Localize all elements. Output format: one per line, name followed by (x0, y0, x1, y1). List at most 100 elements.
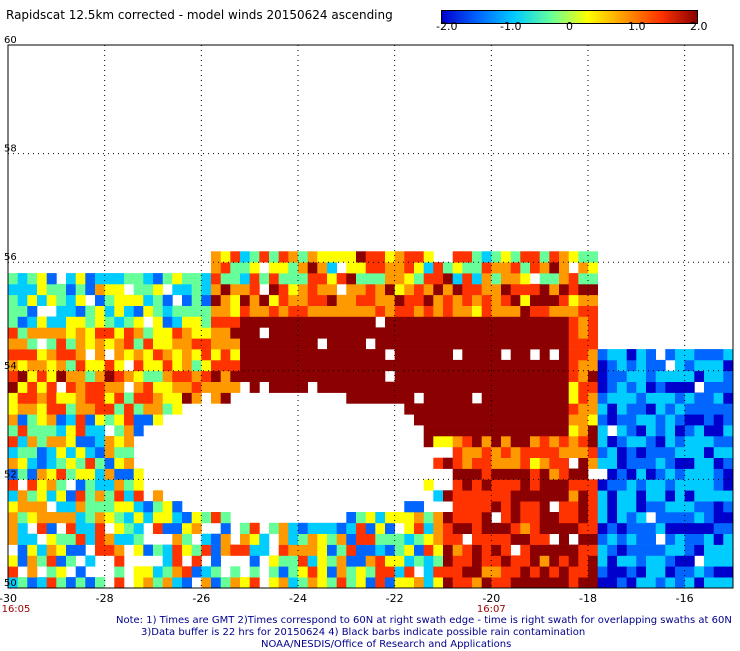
heatmap-cell (37, 479, 47, 491)
heatmap-cell (491, 501, 502, 513)
heatmap-cell (104, 479, 115, 491)
heatmap-cell (17, 327, 28, 339)
heatmap-cell (723, 349, 734, 361)
heatmap-cell (211, 262, 221, 274)
heatmap-cell (288, 294, 299, 306)
heatmap-cell (162, 327, 173, 339)
heatmap-cell (8, 566, 18, 578)
heatmap-cell (298, 566, 308, 578)
heatmap-cell (414, 533, 424, 545)
heatmap-cell (713, 512, 724, 524)
heatmap-cell (472, 305, 482, 317)
heatmap-cell (723, 566, 734, 578)
heatmap-cell (385, 533, 395, 545)
heatmap-cell (95, 381, 105, 393)
heatmap-cell (501, 251, 511, 263)
heatmap-cell (317, 262, 328, 274)
heatmap-cell (114, 359, 125, 372)
heatmap-cell (133, 490, 144, 502)
heatmap-cell (278, 294, 289, 306)
heatmap-cell (607, 414, 618, 426)
heatmap-cell (665, 457, 676, 469)
heatmap-cell (423, 425, 434, 437)
heatmap-cell (346, 327, 357, 339)
heatmap-cell (220, 544, 231, 556)
heatmap-cell (143, 273, 154, 285)
heatmap-cell (617, 522, 627, 534)
heatmap-cell (684, 349, 695, 361)
heatmap-cell (124, 349, 134, 361)
colorbar-tick-label: 1.0 (628, 20, 646, 33)
heatmap-cell (17, 381, 28, 393)
heatmap-cell (172, 359, 183, 372)
heatmap-cell (191, 544, 202, 556)
heatmap-cell (684, 468, 695, 480)
heatmap-cell (626, 370, 637, 382)
heatmap-cell (375, 273, 386, 285)
heatmap-cell (182, 338, 192, 350)
heatmap-cell (278, 533, 289, 545)
heatmap-cell (539, 436, 550, 448)
heatmap-cell (423, 305, 434, 317)
heatmap-cell (607, 501, 618, 513)
heatmap-cell (191, 381, 202, 393)
heatmap-cell (684, 577, 695, 589)
heatmap-cell (27, 555, 38, 567)
heatmap-cell (636, 566, 647, 578)
heatmap-cell (443, 392, 453, 404)
heatmap-cell (646, 533, 656, 545)
heatmap-cell (317, 327, 328, 339)
heatmap-cell (211, 316, 221, 328)
heatmap-cell (172, 555, 183, 567)
heatmap-cell (56, 501, 67, 513)
heatmap-cell (211, 555, 221, 567)
heatmap-cell (481, 305, 492, 317)
heatmap-cell (607, 577, 618, 589)
heatmap-cell (472, 338, 482, 350)
heatmap-cell (568, 446, 579, 458)
heatmap-cell (385, 251, 395, 263)
heatmap-cell (356, 522, 366, 534)
heatmap-cell (510, 512, 521, 524)
heatmap-cell (85, 436, 96, 448)
heatmap-cell (549, 403, 560, 415)
heatmap-cells (8, 251, 734, 589)
heatmap-cell (288, 338, 299, 350)
heatmap-cell (520, 305, 531, 317)
heatmap-cell (617, 381, 627, 393)
heatmap-cell (520, 251, 531, 263)
heatmap-cell (143, 283, 154, 296)
heatmap-cell (394, 392, 405, 404)
heatmap-cell (298, 359, 308, 372)
heatmap-cell (530, 338, 540, 350)
heatmap-cell (95, 359, 105, 372)
heatmap-cell (481, 381, 492, 393)
heatmap-cell (713, 544, 724, 556)
heatmap-cell (684, 370, 695, 382)
heatmap-cell (85, 327, 96, 339)
heatmap-cell (588, 479, 598, 491)
heatmap-cell (549, 457, 560, 469)
heatmap-cell (462, 273, 473, 285)
heatmap-cell (510, 251, 521, 263)
heatmap-cell (617, 425, 627, 437)
heatmap-cell (365, 522, 376, 534)
heatmap-cell (162, 316, 173, 328)
heatmap-cell (230, 349, 241, 361)
heatmap-cell (37, 381, 47, 393)
heatmap-cell (133, 566, 144, 578)
x-tick-label: -22 (386, 592, 404, 605)
heatmap-cell (37, 468, 47, 480)
heatmap-cell (133, 338, 144, 350)
heatmap-cell (423, 533, 434, 545)
heatmap-cell (559, 555, 569, 567)
heatmap-cell (162, 403, 173, 415)
heatmap-cell (259, 338, 270, 350)
heatmap-cell (259, 316, 270, 328)
heatmap-cell (491, 544, 502, 556)
heatmap-cell (375, 294, 386, 306)
heatmap-cell (675, 490, 685, 502)
heatmap-cell (114, 403, 125, 415)
heatmap-cell (539, 555, 550, 567)
heatmap-cell (114, 316, 125, 328)
